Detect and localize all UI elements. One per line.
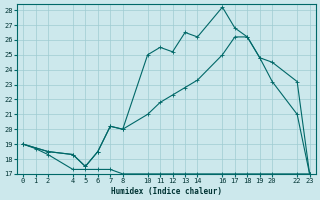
X-axis label: Humidex (Indice chaleur): Humidex (Indice chaleur) (111, 187, 222, 196)
